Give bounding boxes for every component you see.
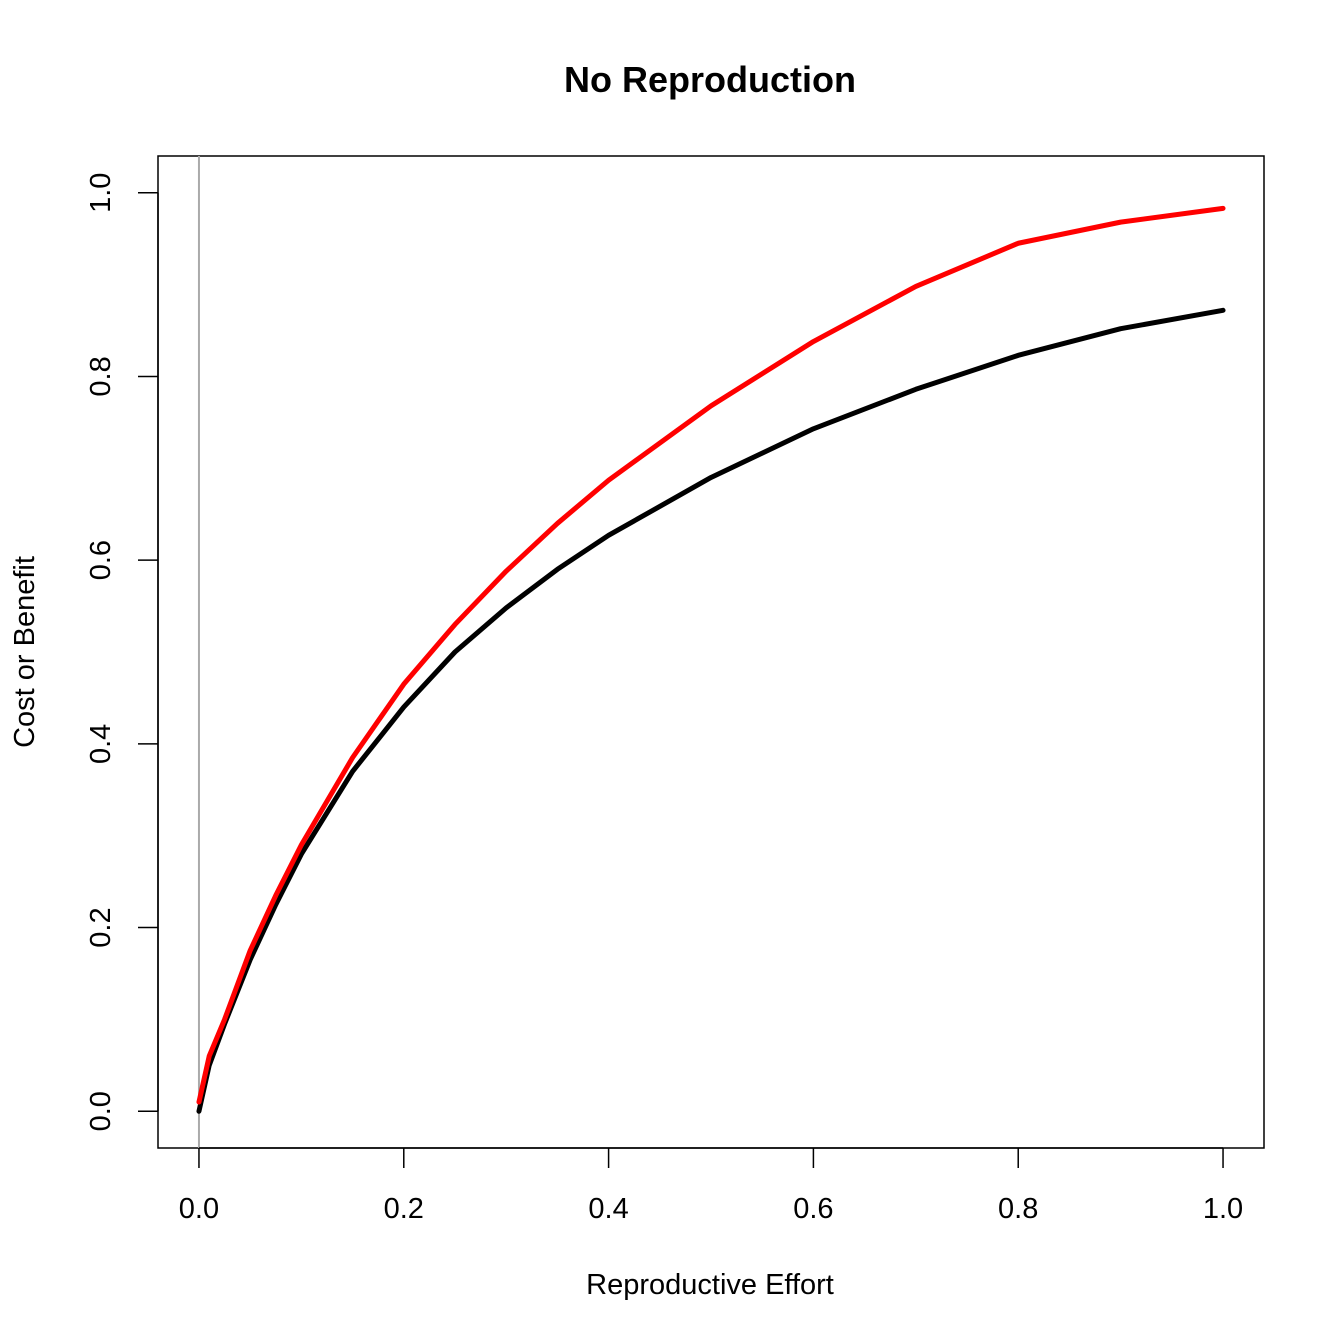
x-tick-label: 0.8 — [998, 1193, 1038, 1225]
y-axis: 0.0 0.2 0.4 0.6 0.8 1.0 — [85, 173, 159, 1131]
y-tick-label: 0.2 — [85, 907, 117, 947]
plot-frame — [157, 155, 1265, 1149]
y-tick-label: 0.8 — [85, 356, 117, 396]
chart-title: No Reproduction — [564, 59, 856, 100]
x-tick-label: 0.4 — [588, 1193, 628, 1225]
series-line-1 — [196, 307, 1226, 1114]
y-tick-label: 0.4 — [85, 724, 117, 764]
y-axis-label: Cost or Benefit — [9, 556, 41, 748]
series-line-2 — [196, 205, 1226, 1105]
x-axis: 0.0 0.2 0.4 0.6 0.8 1.0 — [179, 1147, 1243, 1225]
x-axis-label: Reproductive Effort — [586, 1269, 834, 1301]
x-tick-label: 1.0 — [1203, 1193, 1243, 1225]
x-tick-label: 0.6 — [793, 1193, 833, 1225]
series-lines — [196, 205, 1226, 1114]
y-tick-label: 1.0 — [85, 173, 117, 213]
y-tick-label: 0.0 — [85, 1091, 117, 1131]
y-tick-label: 0.6 — [85, 540, 117, 580]
x-tick-label: 0.0 — [179, 1193, 219, 1225]
x-tick-label: 0.2 — [384, 1193, 424, 1225]
